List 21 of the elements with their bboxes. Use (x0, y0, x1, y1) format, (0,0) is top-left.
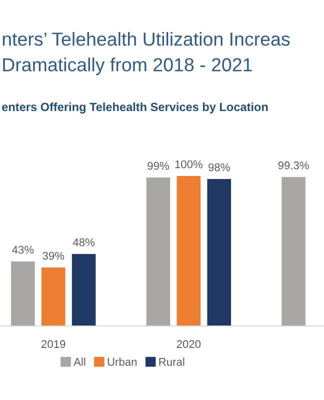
data-label: 100% (175, 160, 202, 168)
chart-subtitle: enters Offering Telehealth Services by Location (2, 102, 268, 114)
data-label: 99.3% (278, 161, 309, 170)
data-label: 48% (72, 238, 95, 246)
bar (282, 177, 306, 326)
bar (41, 268, 66, 326)
bar (11, 262, 35, 326)
data-label: 98% (208, 163, 230, 172)
legend-label: Urban (108, 358, 137, 366)
data-label: 99% (148, 162, 169, 170)
chart-title: nters’ Telehealth Utilization Increas Dramatically from 2018 - 2021 (2, 32, 290, 76)
bar (207, 179, 232, 326)
bar (176, 176, 201, 326)
data-label: 39% (42, 252, 64, 260)
legend-label: All (74, 358, 86, 366)
legend-label: Rural (159, 358, 184, 366)
bar (72, 254, 96, 326)
x-tick-label: 2020 (176, 340, 201, 348)
bar (146, 178, 170, 326)
x-tick-label: 2019 (42, 340, 66, 348)
data-label: 43% (12, 246, 34, 254)
